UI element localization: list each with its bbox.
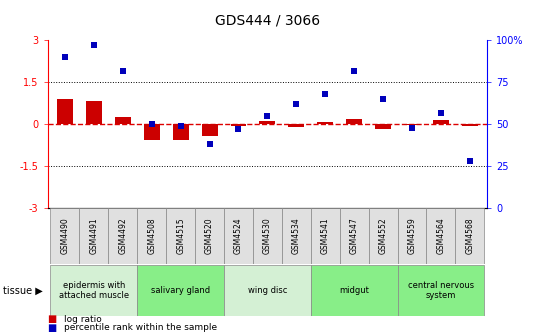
Point — [90, 43, 99, 48]
Text: GSM4490: GSM4490 — [60, 218, 69, 254]
Point — [234, 127, 243, 132]
Text: GSM4491: GSM4491 — [90, 218, 99, 254]
Bar — [115, 117, 130, 124]
Text: tissue ▶: tissue ▶ — [3, 286, 43, 296]
Bar — [137, 265, 224, 316]
Bar — [231, 124, 246, 126]
Point — [147, 122, 156, 127]
Bar — [368, 208, 398, 264]
Bar — [86, 100, 102, 124]
Text: GSM4552: GSM4552 — [379, 218, 388, 254]
Bar — [398, 265, 484, 316]
Bar — [253, 208, 282, 264]
Bar — [57, 99, 73, 124]
Point — [263, 113, 272, 119]
Bar — [50, 265, 137, 316]
Bar — [340, 208, 368, 264]
Text: central nervous
system: central nervous system — [408, 281, 474, 300]
Text: GSM4524: GSM4524 — [234, 218, 243, 254]
Point — [321, 91, 330, 97]
Text: GSM4564: GSM4564 — [436, 218, 445, 254]
Bar — [108, 208, 137, 264]
Bar — [166, 208, 195, 264]
Bar — [398, 208, 427, 264]
Bar — [172, 124, 189, 140]
Bar — [80, 208, 108, 264]
Point — [465, 159, 474, 164]
Text: GSM4508: GSM4508 — [147, 218, 156, 254]
Bar — [224, 265, 311, 316]
Bar — [259, 121, 276, 124]
Bar — [282, 208, 311, 264]
Text: GSM4534: GSM4534 — [292, 218, 301, 254]
Bar — [462, 124, 478, 126]
Text: log ratio: log ratio — [64, 315, 102, 324]
Point — [118, 68, 127, 73]
Bar — [224, 208, 253, 264]
Text: GSM4559: GSM4559 — [408, 218, 417, 254]
Bar — [311, 208, 340, 264]
Bar — [375, 124, 391, 128]
Text: ■: ■ — [48, 323, 57, 333]
Text: GSM4530: GSM4530 — [263, 218, 272, 254]
Point — [349, 68, 358, 73]
Point — [436, 110, 445, 115]
Bar — [137, 208, 166, 264]
Bar — [433, 120, 449, 124]
Bar — [50, 208, 80, 264]
Text: GSM4520: GSM4520 — [205, 218, 214, 254]
Bar — [427, 208, 455, 264]
Text: wing disc: wing disc — [248, 286, 287, 295]
Text: GSM4568: GSM4568 — [465, 218, 474, 254]
Point — [205, 142, 214, 147]
Point — [292, 101, 301, 107]
Text: salivary gland: salivary gland — [151, 286, 210, 295]
Bar — [404, 124, 420, 125]
Text: midgut: midgut — [339, 286, 369, 295]
Bar — [346, 119, 362, 124]
Text: percentile rank within the sample: percentile rank within the sample — [64, 323, 217, 332]
Point — [408, 125, 417, 130]
Bar — [195, 208, 224, 264]
Point — [60, 54, 69, 60]
Bar — [202, 124, 217, 135]
Bar — [455, 208, 484, 264]
Text: GDS444 / 3066: GDS444 / 3066 — [215, 13, 320, 28]
Point — [176, 123, 185, 129]
Text: epidermis with
attached muscle: epidermis with attached muscle — [59, 281, 129, 300]
Text: ■: ■ — [48, 314, 57, 324]
Bar — [144, 124, 160, 140]
Text: GSM4515: GSM4515 — [176, 218, 185, 254]
Bar — [288, 124, 304, 127]
Bar — [311, 265, 398, 316]
Bar — [318, 122, 333, 124]
Point — [379, 96, 388, 102]
Text: GSM4541: GSM4541 — [321, 218, 330, 254]
Text: GSM4547: GSM4547 — [349, 218, 358, 254]
Text: GSM4492: GSM4492 — [118, 218, 127, 254]
